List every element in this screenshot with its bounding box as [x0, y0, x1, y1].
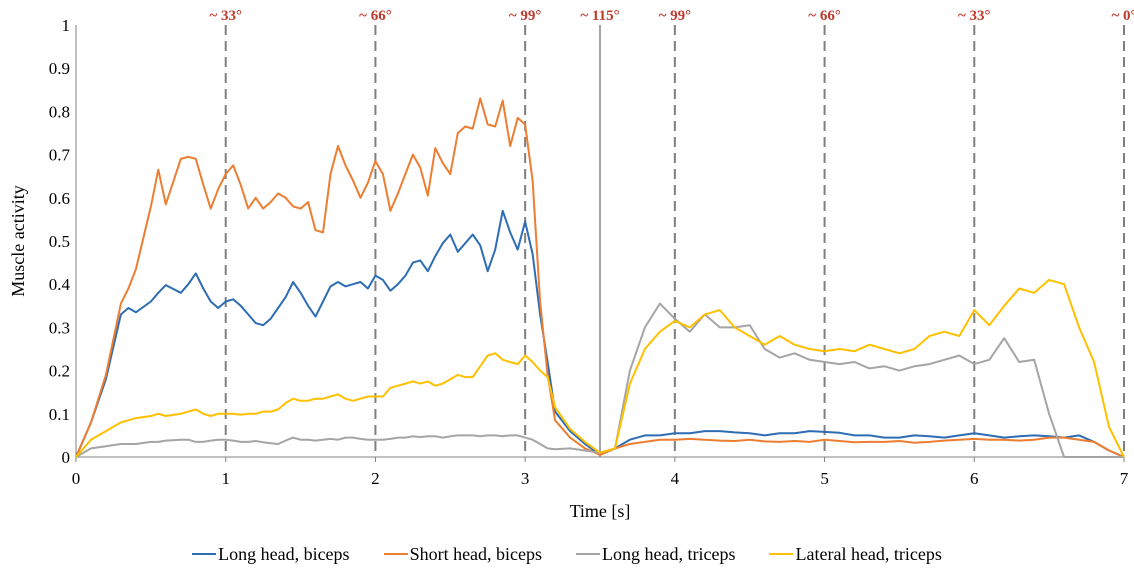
legend-label: Long head, biceps: [218, 544, 349, 565]
y-tick-label: 0.9: [49, 59, 70, 78]
angle-marker-label: ~ 66°: [359, 8, 392, 24]
y-tick-label: 0.7: [49, 146, 71, 165]
x-tick-label: 3: [521, 469, 530, 488]
x-tick-label: 2: [371, 469, 380, 488]
y-tick-label: 0.6: [49, 189, 70, 208]
legend-item: Long head, biceps: [192, 544, 349, 565]
y-tick-labels: 0 0.1 0.2 0.3 0.4 0.5 0.6 0.7 0.8 0.9 1: [49, 16, 71, 467]
y-axis-label: Muscle activity: [8, 185, 28, 296]
y-tick-label: 0.5: [49, 232, 70, 251]
legend-swatch: [192, 553, 216, 555]
x-tick-label: 0: [72, 469, 81, 488]
legend-label: Lateral head, triceps: [795, 544, 941, 565]
angle-marker-label: ~ 99°: [509, 8, 542, 24]
y-tick-label: 0.2: [49, 362, 70, 381]
x-tick-labels: 0 1 2 3 4 5 6 7: [72, 457, 1129, 488]
angle-marker-label: ~ 0°: [1111, 8, 1134, 24]
angle-marker-label: ~ 99°: [659, 8, 692, 24]
y-tick-label: 0.1: [49, 405, 70, 424]
y-tick-label: 0: [62, 448, 71, 467]
y-tick-label: 0.3: [49, 318, 70, 337]
angle-marker-label: ~ 33°: [209, 8, 242, 24]
y-tick-label: 0.4: [49, 275, 71, 294]
line-chart: ~ 33° ~ 66° ~ 99° ~ 115° ~ 99° ~ 66° ~ 33° ~ 0°…: [0, 0, 1134, 540]
y-tick-label: 1: [62, 16, 71, 35]
x-tick-label: 6: [970, 469, 979, 488]
x-tick-label: 4: [671, 469, 680, 488]
legend-item: Lateral head, triceps: [769, 544, 941, 565]
legend-item: Long head, triceps: [576, 544, 735, 565]
angle-markers: ~ 33° ~ 66° ~ 99° ~ 115° ~ 99° ~ 66° ~ 33° ~ 0°: [209, 8, 1134, 457]
angle-marker-label: ~ 66°: [808, 8, 841, 24]
x-axis-label: Time [s]: [570, 501, 631, 521]
legend-item: Short head, biceps: [384, 544, 542, 565]
legend-swatch: [384, 553, 408, 555]
y-tick-label: 0.8: [49, 102, 70, 121]
x-tick-label: 7: [1120, 469, 1129, 488]
legend-swatch: [769, 553, 793, 555]
legend-label: Short head, biceps: [410, 544, 542, 565]
angle-marker-label: ~ 115°: [580, 8, 619, 24]
legend: Long head, biceps Short head, biceps Long …: [0, 540, 1134, 568]
angle-marker-label: ~ 33°: [958, 8, 991, 24]
legend-label: Long head, triceps: [602, 544, 735, 565]
legend-swatch: [576, 553, 600, 555]
x-tick-label: 1: [221, 469, 230, 488]
x-tick-label: 5: [820, 469, 829, 488]
